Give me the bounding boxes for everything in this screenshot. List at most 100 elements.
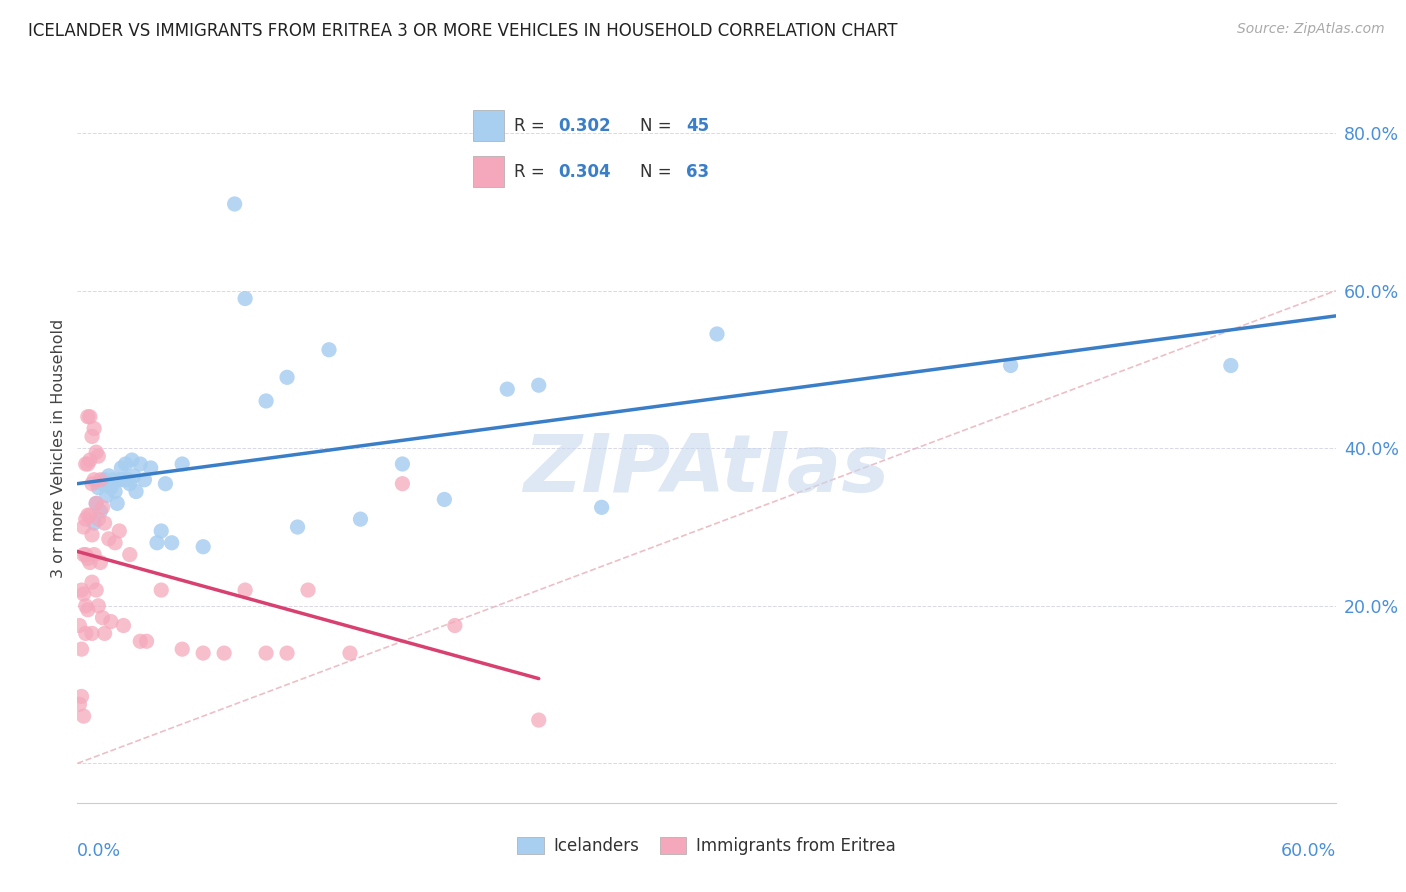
Y-axis label: 3 or more Vehicles in Household: 3 or more Vehicles in Household bbox=[51, 318, 66, 578]
Point bbox=[76, 551, 98, 566]
Point bbox=[160, 535, 183, 549]
Point bbox=[97, 532, 120, 546]
Point bbox=[72, 520, 94, 534]
Point bbox=[121, 453, 143, 467]
Point bbox=[129, 457, 152, 471]
Point bbox=[84, 445, 107, 459]
Point bbox=[212, 646, 235, 660]
Point bbox=[108, 473, 131, 487]
Point bbox=[80, 528, 103, 542]
Point bbox=[122, 468, 145, 483]
Point bbox=[224, 197, 246, 211]
Point bbox=[527, 378, 550, 392]
Point bbox=[433, 492, 456, 507]
Point bbox=[89, 556, 111, 570]
Point bbox=[339, 646, 361, 660]
Point bbox=[118, 548, 141, 562]
Point bbox=[155, 476, 177, 491]
Point bbox=[72, 709, 94, 723]
Point bbox=[91, 500, 114, 515]
Point bbox=[135, 634, 157, 648]
Point bbox=[79, 556, 101, 570]
Point bbox=[93, 473, 115, 487]
Point bbox=[83, 516, 105, 530]
Point bbox=[96, 489, 118, 503]
Point bbox=[191, 646, 215, 660]
Point bbox=[150, 583, 173, 598]
Point bbox=[254, 646, 277, 660]
Point bbox=[76, 508, 98, 523]
Point bbox=[496, 382, 519, 396]
Point bbox=[67, 698, 90, 712]
Point bbox=[84, 496, 107, 510]
Point bbox=[76, 603, 98, 617]
Point bbox=[391, 457, 413, 471]
Point bbox=[146, 535, 169, 549]
Point bbox=[591, 500, 613, 515]
Point bbox=[117, 473, 139, 487]
Point bbox=[83, 548, 105, 562]
Point bbox=[93, 516, 115, 530]
Point bbox=[297, 583, 319, 598]
Point bbox=[75, 626, 97, 640]
Point bbox=[97, 468, 120, 483]
Point bbox=[76, 457, 98, 471]
Point bbox=[76, 409, 98, 424]
Legend: Icelanders, Immigrants from Eritrea: Icelanders, Immigrants from Eritrea bbox=[510, 830, 903, 862]
Point bbox=[80, 476, 103, 491]
Point bbox=[104, 535, 127, 549]
Point bbox=[89, 504, 111, 518]
Point bbox=[80, 626, 103, 640]
Text: Source: ZipAtlas.com: Source: ZipAtlas.com bbox=[1237, 22, 1385, 37]
Point bbox=[112, 473, 135, 487]
Point bbox=[114, 457, 136, 471]
Point bbox=[75, 548, 97, 562]
Point bbox=[80, 575, 103, 590]
Point bbox=[108, 524, 131, 538]
Point bbox=[87, 449, 110, 463]
Text: 60.0%: 60.0% bbox=[1281, 842, 1336, 860]
Point bbox=[172, 642, 194, 657]
Point bbox=[72, 548, 94, 562]
Point bbox=[233, 292, 256, 306]
Point bbox=[129, 634, 152, 648]
Point bbox=[139, 461, 162, 475]
Point bbox=[79, 453, 101, 467]
Point bbox=[87, 481, 110, 495]
Point bbox=[706, 326, 728, 341]
Point bbox=[75, 512, 97, 526]
Point bbox=[105, 496, 128, 510]
Point bbox=[118, 476, 141, 491]
Point bbox=[84, 583, 107, 598]
Point bbox=[318, 343, 340, 357]
Text: ZIPAtlas: ZIPAtlas bbox=[523, 431, 890, 508]
Point bbox=[527, 713, 550, 727]
Point bbox=[79, 508, 101, 523]
Point bbox=[89, 473, 111, 487]
Point bbox=[91, 476, 114, 491]
Point bbox=[112, 618, 135, 632]
Text: 0.0%: 0.0% bbox=[77, 842, 121, 860]
Point bbox=[70, 583, 93, 598]
Point bbox=[87, 512, 110, 526]
Point bbox=[87, 599, 110, 613]
Text: ICELANDER VS IMMIGRANTS FROM ERITREA 3 OR MORE VEHICLES IN HOUSEHOLD CORRELATION: ICELANDER VS IMMIGRANTS FROM ERITREA 3 O… bbox=[28, 22, 897, 40]
Point bbox=[83, 421, 105, 435]
Point bbox=[254, 393, 277, 408]
Point bbox=[1000, 359, 1022, 373]
Point bbox=[80, 429, 103, 443]
Point bbox=[349, 512, 371, 526]
Point bbox=[110, 461, 132, 475]
Point bbox=[100, 481, 122, 495]
Point bbox=[276, 646, 298, 660]
Point bbox=[84, 496, 107, 510]
Point bbox=[70, 690, 93, 704]
Point bbox=[79, 409, 101, 424]
Point bbox=[75, 457, 97, 471]
Point bbox=[191, 540, 215, 554]
Point bbox=[276, 370, 298, 384]
Point bbox=[150, 524, 173, 538]
Point bbox=[172, 457, 194, 471]
Point bbox=[287, 520, 309, 534]
Point bbox=[233, 583, 256, 598]
